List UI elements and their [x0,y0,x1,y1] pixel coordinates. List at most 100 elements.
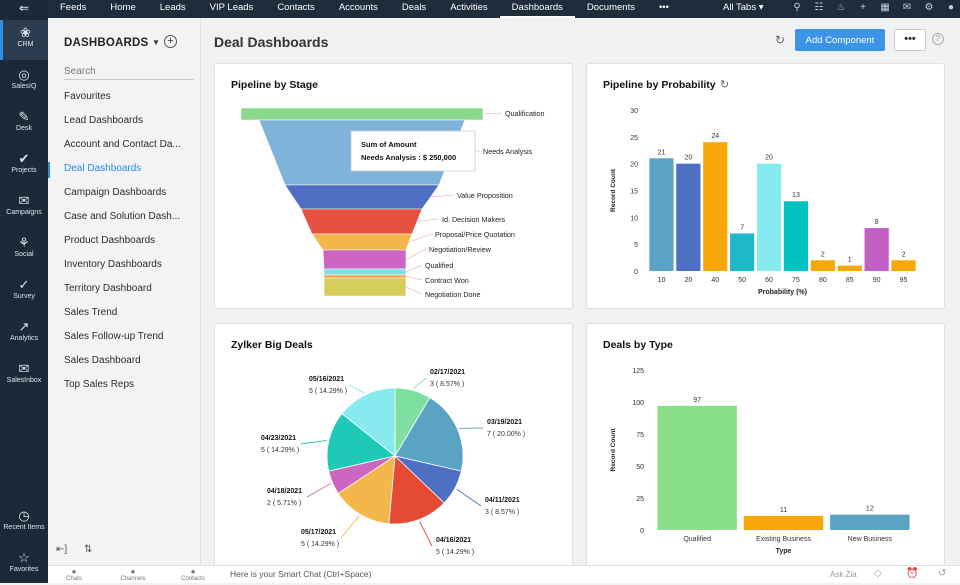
chats-button[interactable]: ●Chats [54,567,94,582]
app-social[interactable]: ⚘Social [0,230,48,270]
add-dashboard-icon[interactable]: + [164,35,177,48]
app-desk[interactable]: ✎Desk [0,104,48,144]
contacts-button[interactable]: ●Contacts [173,567,213,582]
top-nav-tab[interactable]: Feeds [48,0,98,18]
chevron-down-icon[interactable]: ▼ [152,38,160,47]
funnel-stage[interactable] [301,209,422,234]
dashboard-list-item[interactable]: Top Sales Reps [48,378,201,402]
sort-icon[interactable]: ⇅ [84,544,92,555]
bar[interactable] [757,164,781,271]
bar[interactable] [703,142,727,271]
bar[interactable] [730,233,754,271]
recent-items-button[interactable]: ◷Recent Items [0,503,48,543]
top-nav-tab[interactable]: Contacts [265,0,327,18]
bar[interactable] [784,201,808,271]
leader-line [406,265,422,272]
app-crm[interactable]: ❀CRM [0,20,48,60]
all-tabs-button[interactable]: All Tabs ▾ [723,0,764,16]
top-nav-tab[interactable]: Documents [575,0,647,18]
funnel-stage[interactable] [285,185,439,209]
add-component-button[interactable]: Add Component [795,29,885,51]
app-projects[interactable]: ✔Projects [0,146,48,186]
zia-icon[interactable]: ◇ [874,568,882,579]
dashboard-list-item[interactable]: Lead Dashboards [48,114,201,138]
x-tick-label: Qualified [683,536,711,543]
tooltip-line1: Sum of Amount [361,140,417,149]
dashboard-list-item[interactable]: Account and Contact Da... [48,138,201,162]
smart-chat-input[interactable]: Here is your Smart Chat (Ctrl+Space) [230,569,371,579]
avatar[interactable]: ● [940,0,960,16]
x-tick-label: 75 [792,277,800,284]
gear-icon[interactable]: ⚙ [918,0,940,16]
app-salesinbox[interactable]: ✉SalesInbox [0,356,48,396]
top-nav-tab[interactable]: VIP Leads [198,0,266,18]
bar[interactable] [830,515,909,530]
dashboard-list-item[interactable]: Territory Dashboard [48,282,201,306]
funnel-stage[interactable] [323,250,406,269]
ask-zia-button[interactable]: Ask Zia [830,570,857,579]
alarm-icon[interactable]: ⏰ [906,568,918,579]
funnel-stage[interactable] [312,234,412,250]
clock-icon: ◷ [0,508,48,524]
funnel-stage[interactable] [324,275,406,278]
dashboard-list-item[interactable]: Deal Dashboards [48,162,201,186]
more-options-button[interactable]: ••• [894,29,926,51]
dashboard-list-item[interactable]: Sales Dashboard [48,354,201,378]
x-tick-label: 40 [711,277,719,284]
history-icon[interactable]: ↺ [938,568,946,579]
top-nav-tab[interactable]: ••• [647,0,681,18]
app-analytics[interactable]: ↗Analytics [0,314,48,354]
x-tick-label: 50 [738,277,746,284]
dashboard-search-input[interactable] [64,64,194,80]
bar[interactable] [657,406,736,530]
top-nav-tab[interactable]: Dashboards [500,0,575,18]
refresh-icon[interactable]: ↻ [775,33,785,47]
top-nav-tab[interactable]: Deals [390,0,438,18]
favorites-button[interactable]: ☆Favorites [0,545,48,585]
top-nav-tab[interactable]: Accounts [327,0,390,18]
funnel-stage[interactable] [241,108,483,120]
top-nav-tab[interactable]: Home [98,0,147,18]
pie-leader-line [341,516,359,538]
channels-button[interactable]: ●Channels [113,567,153,582]
gamepad-icon[interactable]: ☷ [808,0,830,16]
dashboard-list-item[interactable]: Sales Trend [48,306,201,330]
y-axis-label: Record Count [610,428,617,472]
bar[interactable] [811,260,835,271]
bar[interactable] [891,260,915,271]
tooltip-box [351,131,475,171]
collapse-panel-icon[interactable]: ⇤] [56,544,67,555]
top-nav-tab[interactable]: Leads [148,0,198,18]
pie-slice-label: 05/16/2021 [309,376,344,383]
app-icon: ✉ [0,361,48,377]
collapse-arrow-icon[interactable]: ⇐ [0,0,48,18]
bar[interactable] [649,158,673,271]
dashboard-list-item[interactable]: Favourites [48,90,201,114]
plus-icon[interactable]: + [852,0,874,16]
bar[interactable] [744,516,823,530]
dashboard-list-item[interactable]: Case and Solution Dash... [48,210,201,234]
bar[interactable] [676,164,700,271]
dashboard-list-item[interactable]: Inventory Dashboards [48,258,201,282]
calendar-icon[interactable]: ▦ [874,0,896,16]
app-survey[interactable]: ✓Survey [0,272,48,312]
mail-icon[interactable]: ✉ [896,0,918,16]
funnel-stage[interactable] [324,269,406,275]
dashboard-list-item[interactable]: Product Dashboards [48,234,201,258]
contacts-icon: ● [173,567,213,576]
dashboard-list-item[interactable]: Sales Follow-up Trend [48,330,201,354]
app-salesiq[interactable]: ◎SalesIQ [0,62,48,102]
bell-icon[interactable]: ♨ [830,0,852,16]
app-campaigns[interactable]: ✉Campaigns [0,188,48,228]
app-icon: ✓ [0,277,48,293]
pie-slice-value: 7 ( 20.00% ) [487,431,525,438]
funnel-stage[interactable] [324,278,406,296]
help-icon[interactable]: ? [932,33,944,45]
search-icon[interactable]: ⚲ [786,0,808,16]
dashboard-list-item[interactable]: Campaign Dashboards [48,186,201,210]
top-nav-tab[interactable]: Activities [438,0,499,18]
bar[interactable] [838,266,862,271]
bar[interactable] [865,228,889,271]
